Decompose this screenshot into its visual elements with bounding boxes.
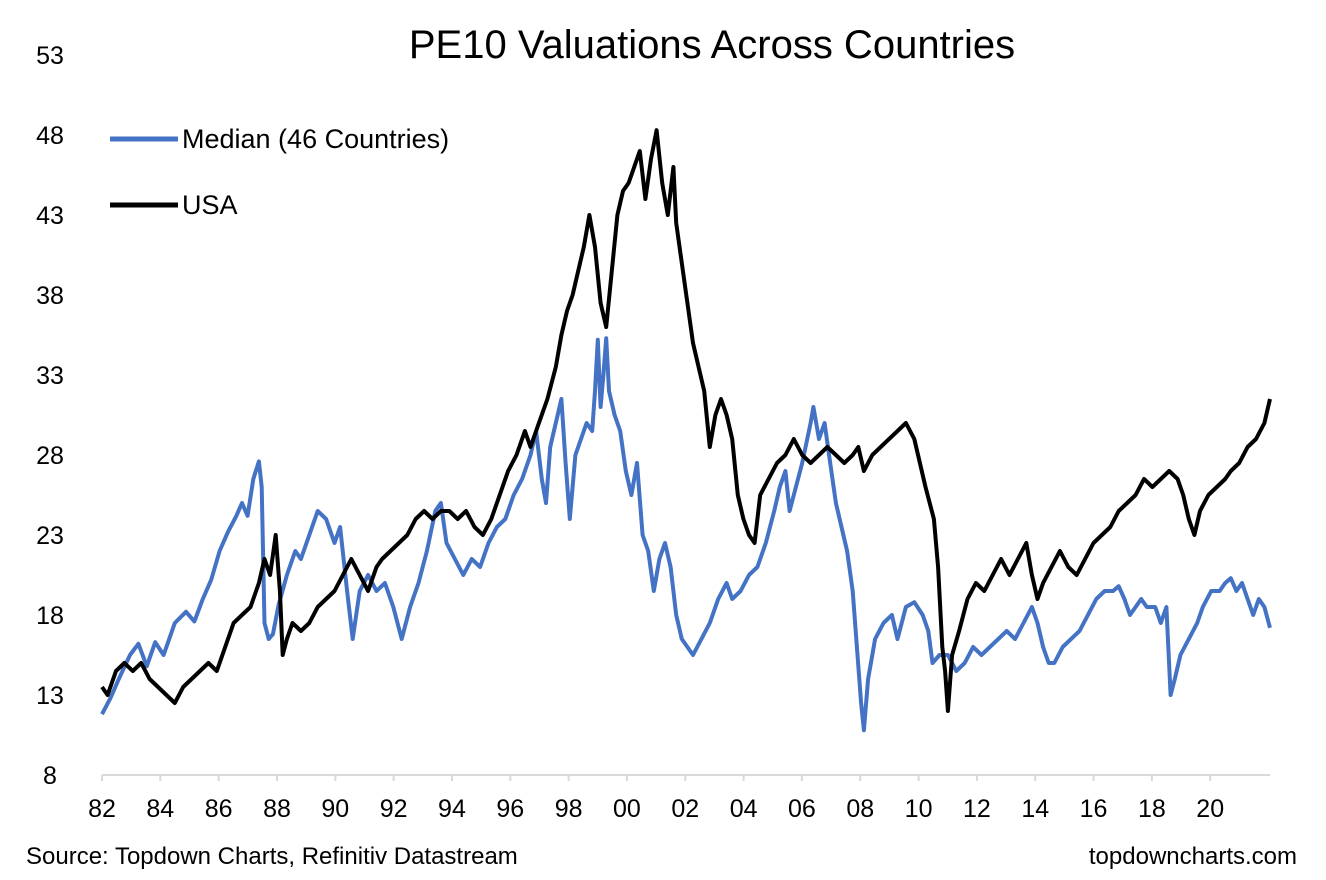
x-tick-label: 08 bbox=[846, 795, 874, 823]
x-tick-label: 88 bbox=[263, 795, 291, 823]
y-tick-label: 18 bbox=[36, 602, 64, 630]
source-note: Source: Topdown Charts, Refinitiv Datast… bbox=[26, 843, 518, 870]
x-tick-label: 94 bbox=[438, 795, 466, 823]
x-tick-label: 98 bbox=[555, 795, 583, 823]
x-tick-label: 00 bbox=[613, 795, 641, 823]
x-tick-label: 04 bbox=[730, 795, 758, 823]
legend-item-median: Median (46 Countries) bbox=[110, 124, 449, 154]
x-tick-label: 84 bbox=[146, 795, 174, 823]
x-tick-label: 92 bbox=[380, 795, 408, 823]
site-credit: topdowncharts.com bbox=[1089, 843, 1297, 870]
legend-item-usa: USA bbox=[110, 190, 238, 220]
legend: Median (46 Countries) USA bbox=[110, 124, 449, 220]
x-tick-label: 12 bbox=[963, 795, 991, 823]
x-tick-label: 10 bbox=[905, 795, 933, 823]
x-tick-label: 96 bbox=[496, 795, 524, 823]
y-tick-label: 53 bbox=[36, 42, 64, 70]
x-tick-label: 86 bbox=[205, 795, 233, 823]
y-tick-label: 23 bbox=[36, 522, 64, 550]
y-tick-label: 28 bbox=[36, 442, 64, 470]
y-tick-label: 8 bbox=[43, 762, 57, 790]
legend-label-usa: USA bbox=[182, 190, 238, 220]
y-tick-label: 48 bbox=[36, 122, 64, 150]
x-tick-label: 06 bbox=[788, 795, 816, 823]
y-tick-label: 33 bbox=[36, 362, 64, 390]
series-lines bbox=[100, 128, 1272, 733]
x-axis-ticks: 82 84 86 88 90 92 94 96 98 00 02 04 06 08 10 12 14 16 18 20 bbox=[88, 775, 1224, 823]
x-tick-label: 02 bbox=[671, 795, 699, 823]
x-tick-label: 90 bbox=[321, 795, 349, 823]
y-tick-label: 43 bbox=[36, 202, 64, 230]
x-tick-label: 18 bbox=[1138, 795, 1166, 823]
legend-label-median: Median (46 Countries) bbox=[182, 124, 449, 154]
y-tick-label: 13 bbox=[36, 682, 64, 710]
y-axis-ticks: 8 13 18 23 28 33 38 43 48 53 bbox=[36, 42, 64, 790]
x-tick-label: 16 bbox=[1080, 795, 1108, 823]
x-tick-label: 14 bbox=[1021, 795, 1049, 823]
series-line-median bbox=[100, 336, 1272, 733]
series-line-usa bbox=[100, 128, 1272, 713]
chart-title: PE10 Valuations Across Countries bbox=[409, 23, 1015, 67]
x-tick-label: 20 bbox=[1196, 795, 1224, 823]
x-tick-label: 82 bbox=[88, 795, 116, 823]
y-tick-label: 38 bbox=[36, 282, 64, 310]
